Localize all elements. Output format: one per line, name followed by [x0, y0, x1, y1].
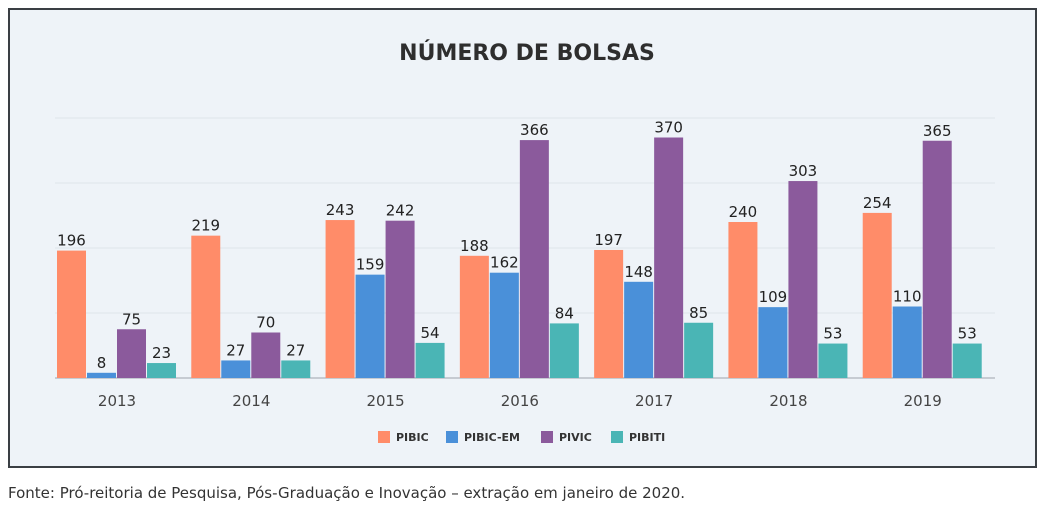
- bar-pivic-2013: [117, 329, 146, 378]
- bar-pivic-2018: [788, 181, 818, 378]
- bar-pibiti-2018: [818, 343, 848, 378]
- bar-pibiti-2019: [952, 343, 982, 378]
- data-label-pibic-2014: 219: [191, 217, 220, 235]
- bar-pivic-2015: [385, 220, 415, 378]
- bar-pivic-2017: [654, 137, 684, 378]
- data-label-pibiti-2016: 84: [555, 304, 574, 322]
- bar-pibic-em-2014: [221, 360, 251, 378]
- legend-label-pibic: PIBIC: [396, 431, 429, 444]
- data-label-pibiti-2017: 85: [689, 304, 708, 322]
- data-label-pivic-2016: 366: [520, 121, 549, 139]
- chart-frame: NÚMERO DE BOLSAS 196 8 75 23 219 27 70 27 243 159…: [8, 8, 1037, 468]
- data-label-pivic-2019: 365: [923, 122, 952, 140]
- data-label-pibic-2013: 196: [57, 232, 86, 250]
- x-tick-label-2015: 2015: [366, 392, 404, 410]
- legend-swatch-pivic: [541, 431, 553, 443]
- bar-pibic-em-2016: [489, 272, 519, 378]
- data-label-pibic-2019: 254: [863, 194, 892, 212]
- x-tick-label-2016: 2016: [501, 392, 539, 410]
- data-label-pibic-em-2016: 162: [490, 254, 519, 272]
- bar-pibic-2015: [325, 220, 355, 378]
- data-label-pibic-em-2015: 159: [356, 256, 385, 274]
- data-label-pivic-2017: 370: [654, 119, 683, 137]
- data-label-pibic-2016: 188: [460, 237, 489, 255]
- bar-pibic-em-2013: [87, 372, 116, 378]
- bar-pibiti-2014: [281, 360, 311, 378]
- data-label-pibic-2018: 240: [729, 203, 758, 221]
- bar-pibiti-2017: [684, 322, 714, 378]
- data-label-pibic-em-2019: 110: [893, 288, 922, 306]
- bar-pivic-2014: [251, 332, 281, 378]
- bar-pibic-em-2019: [892, 306, 922, 378]
- bar-pivic-2016: [519, 140, 549, 378]
- x-tick-label-2013: 2013: [98, 392, 136, 410]
- data-label-pivic-2015: 242: [386, 202, 415, 220]
- bar-chart: NÚMERO DE BOLSAS 196 8 75 23 219 27 70 27 243 159…: [55, 40, 995, 444]
- source-note: Fonte: Pró-reitoria de Pesquisa, Pós-Gra…: [8, 484, 686, 502]
- data-label-pibic-em-2017: 148: [624, 263, 653, 281]
- bar-pibiti-2016: [549, 323, 579, 378]
- legend-label-pivic: PIVIC: [559, 431, 592, 444]
- bar-pibic-2013: [57, 250, 86, 378]
- x-tick-label-2014: 2014: [232, 392, 270, 410]
- legend-label-pibic-em: PIBIC-EM: [464, 431, 520, 444]
- bar-pibiti-2013: [147, 363, 176, 378]
- data-label-pibiti-2015: 54: [421, 324, 440, 342]
- data-label-pivic-2013: 75: [122, 310, 141, 328]
- bar-pibic-2014: [191, 235, 221, 378]
- data-label-pibiti-2014: 27: [286, 341, 305, 359]
- bar-pibic-2018: [728, 222, 758, 378]
- chart-title: NÚMERO DE BOLSAS: [399, 40, 655, 66]
- bar-pibic-2017: [594, 249, 624, 378]
- data-label-pibic-2015: 243: [326, 201, 355, 219]
- bar-pibic-em-2015: [355, 274, 385, 378]
- data-label-pibiti-2019: 53: [958, 325, 977, 343]
- bar-pivic-2019: [922, 140, 952, 378]
- data-label-pibic-em-2014: 27: [226, 341, 245, 359]
- data-label-pibiti-2013: 23: [152, 344, 171, 362]
- data-label-pibic-em-2018: 109: [759, 288, 788, 306]
- x-tick-label-2017: 2017: [635, 392, 673, 410]
- x-tick-label-2018: 2018: [769, 392, 807, 410]
- legend-swatch-pibic: [378, 431, 390, 443]
- bar-pibiti-2015: [415, 342, 445, 378]
- bar-pibic-em-2017: [624, 281, 654, 378]
- legend-label-pibiti: PIBITI: [629, 431, 665, 444]
- data-label-pibic-2017: 197: [594, 231, 623, 249]
- data-label-pibiti-2018: 53: [823, 325, 842, 343]
- legend-swatch-pibiti: [611, 431, 623, 443]
- legend-swatch-pibic-em: [446, 431, 458, 443]
- data-label-pivic-2014: 70: [256, 314, 275, 332]
- bar-pibic-em-2018: [758, 307, 788, 378]
- bar-pibic-2016: [459, 255, 489, 378]
- x-tick-label-2019: 2019: [904, 392, 942, 410]
- data-label-pibic-em-2013: 8: [97, 354, 107, 372]
- bar-pibic-2019: [862, 212, 892, 378]
- data-label-pivic-2018: 303: [789, 162, 818, 180]
